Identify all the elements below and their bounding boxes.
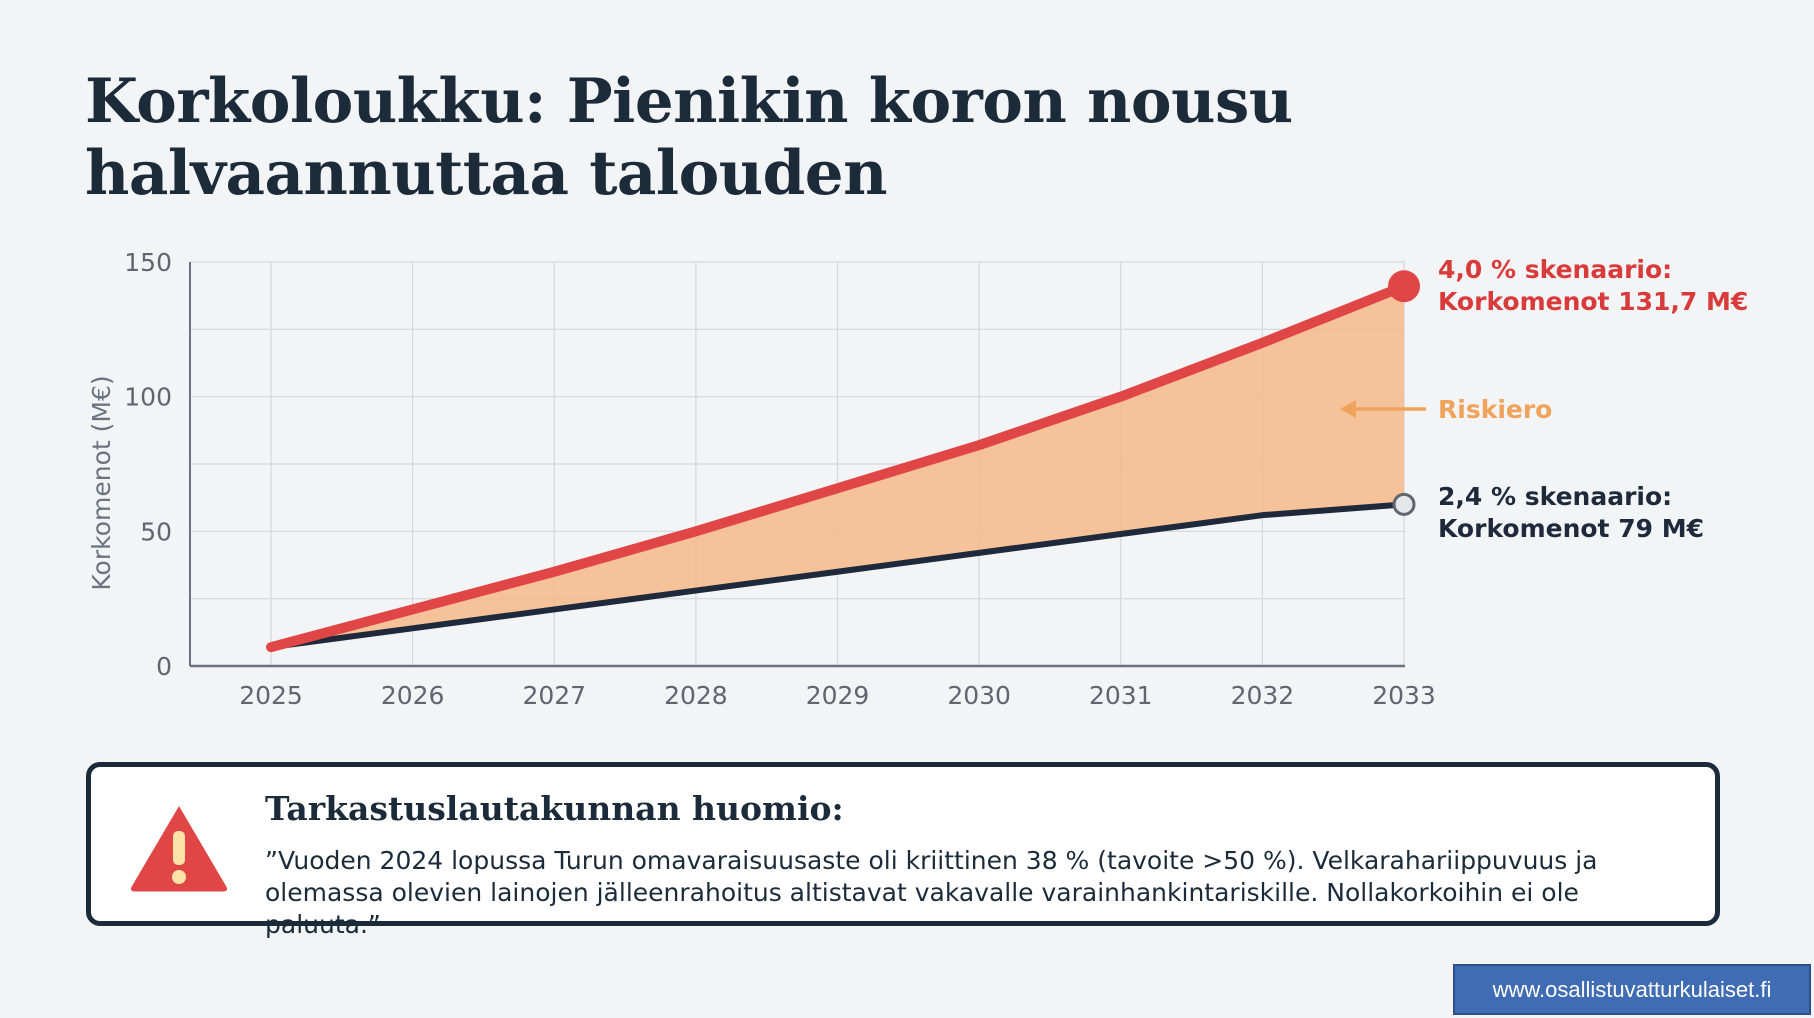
page-title: Korkoloukku: Pienikin koron nousu halvaa…: [85, 66, 1293, 209]
annotations: 4,0 % skenaario: Korkomenot 131,7 M€ Riski…: [1340, 255, 1748, 543]
x-tick-label: 2025: [239, 681, 303, 710]
series-line-2-4: [268, 501, 1407, 651]
x-tick-label: 2029: [806, 681, 870, 710]
annotation-line: 4,0 % skenaario:: [1438, 255, 1672, 284]
annotation-2-4-scenario: 2,4 % skenaario: Korkomenot 79 M€: [1438, 482, 1704, 543]
y-tick-label: 50: [140, 517, 172, 546]
annotation-line: Korkomenot 131,7 M€: [1438, 287, 1748, 316]
series-line-4-0: [266, 281, 1409, 653]
x-tick-label: 2032: [1231, 681, 1295, 710]
interest-cost-chart: 2025 2026 2027 2028 2029 2030 2031 2032 2033 0 50 1…: [87, 248, 1748, 710]
x-tick-label: 2033: [1372, 681, 1436, 710]
series-lines: [266, 270, 1420, 653]
annotation-line: Korkomenot 79 M€: [1438, 514, 1704, 543]
x-tick-label: 2027: [522, 681, 586, 710]
tick-labels: 2025 2026 2027 2028 2029 2030 2031 2032 2033 0 50 1…: [124, 248, 1436, 710]
x-tick-label: 2026: [381, 681, 445, 710]
annotation-riskiero: Riskiero: [1438, 395, 1552, 424]
y-tick-label: 150: [124, 248, 172, 277]
x-tick-label: 2031: [1089, 681, 1153, 710]
y-axis-label: Korkomenot (M€): [87, 375, 116, 590]
warning-triangle-icon: [130, 806, 228, 892]
endpoint-marker-4-0: [1388, 270, 1420, 303]
website-link[interactable]: www.osallistuvatturkulaiset.fi: [1453, 964, 1811, 1015]
annotation-4-0-scenario: 4,0 % skenaario: Korkomenot 131,7 M€: [1438, 255, 1748, 316]
endpoint-marker-2-4: [1392, 492, 1416, 516]
risk-arrow-head: [1340, 400, 1356, 418]
chart-axes: [189, 262, 1405, 668]
y-tick-label: 0: [156, 652, 172, 681]
x-tick-label: 2030: [947, 681, 1011, 710]
y-tick-label: 100: [124, 383, 172, 412]
risk-gap-area: [271, 286, 1404, 648]
callout-quote: ”Vuoden 2024 lopussa Turun omavaraisuusa…: [265, 846, 1598, 939]
callout-title: Tarkastuslautakunnan huomio:: [265, 789, 844, 828]
audit-callout: Tarkastuslautakunnan huomio: ”Vuoden 202…: [86, 762, 1720, 939]
x-tick-label: 2028: [664, 681, 728, 710]
annotation-line: 2,4 % skenaario:: [1438, 482, 1672, 511]
